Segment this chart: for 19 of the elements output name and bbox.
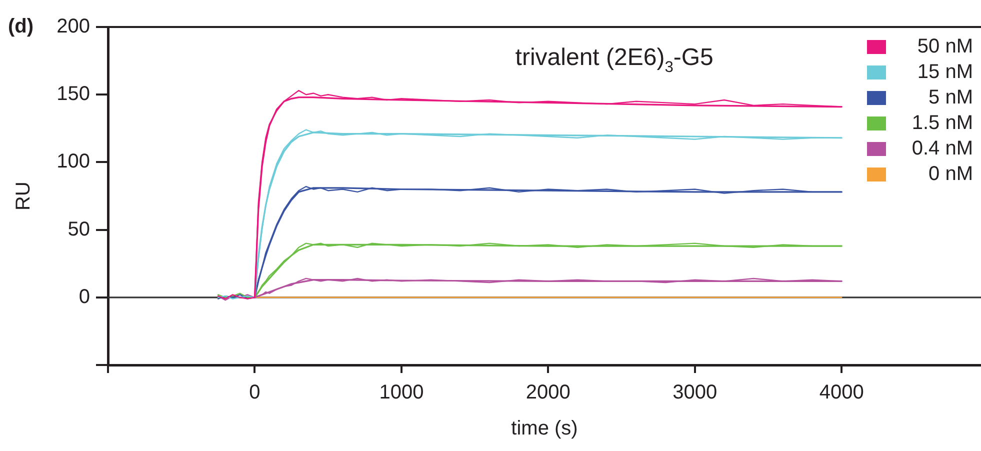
y-tick-label: 0 bbox=[78, 286, 90, 308]
text: (d) bbox=[8, 16, 34, 38]
x-tick-label: 2000 bbox=[526, 382, 570, 404]
x-tick-label: 3000 bbox=[672, 382, 718, 404]
legend-label: 0 nM bbox=[928, 163, 973, 186]
y-tick-label: 150 bbox=[56, 83, 90, 106]
y-tick-label: 50 bbox=[68, 218, 90, 240]
legend-label: 0.4 nM bbox=[912, 138, 973, 160]
legend-label: 50 nM bbox=[917, 36, 973, 58]
y-tick-label: 200 bbox=[56, 16, 90, 38]
y-axis-title: RU bbox=[12, 182, 35, 210]
x-axis-title: time (s) bbox=[511, 418, 578, 440]
x-tick-label: 1000 bbox=[379, 382, 424, 404]
legend-label: 15 nM bbox=[917, 61, 973, 84]
y-tick-label: 100 bbox=[56, 150, 90, 173]
x-tick-label: 0 bbox=[249, 382, 260, 404]
legend-label: 5 nM bbox=[928, 86, 973, 109]
x-tick-label: 4000 bbox=[819, 382, 864, 404]
legend-label: 1.5 nM bbox=[912, 112, 973, 134]
